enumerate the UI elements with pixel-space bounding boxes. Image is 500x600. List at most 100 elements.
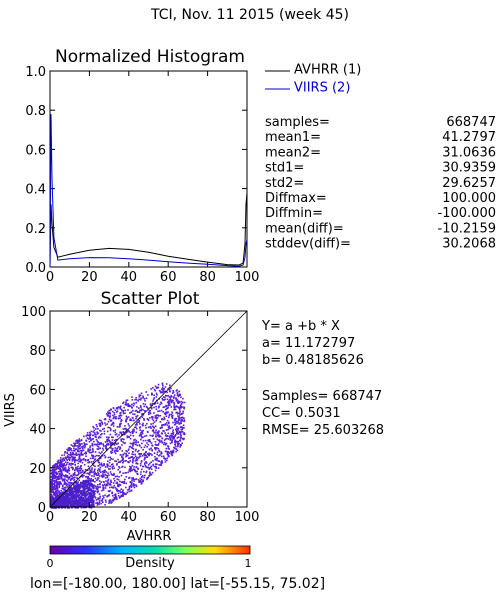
scatter-point: [132, 442, 134, 445]
scatter-point: [105, 447, 107, 450]
scatter-point: [63, 502, 66, 505]
scatter-point: [139, 433, 141, 436]
scatter-point: [115, 417, 117, 420]
scatter-point: [161, 424, 164, 427]
scatter-point: [87, 488, 90, 490]
scatter-point: [60, 496, 63, 498]
scatter-point: [95, 502, 97, 504]
colorbar-gradient: [49, 545, 251, 555]
scatter-point: [53, 474, 55, 476]
scatter-point: [182, 417, 185, 419]
scatter-point: [176, 394, 179, 397]
scatter-point: [183, 401, 186, 404]
scatter-point: [177, 420, 179, 422]
scatter-point: [142, 403, 145, 405]
scatter-point: [123, 452, 126, 455]
scatter-point: [92, 492, 95, 495]
scatter-point: [175, 448, 178, 450]
scatter-point: [76, 469, 79, 472]
scatter-point: [67, 461, 69, 464]
scatter-point: [104, 422, 106, 424]
scatter-point: [108, 490, 110, 493]
scatter-point: [136, 414, 139, 417]
stat-value: 29.6257: [442, 176, 496, 191]
scatter-point: [77, 500, 79, 502]
scatter-point: [81, 450, 84, 452]
scatter-point: [125, 399, 128, 402]
scatter-point: [73, 461, 76, 463]
scatter-point: [137, 467, 139, 470]
scatter-point: [154, 469, 157, 472]
scatter-point: [85, 483, 88, 486]
scatter-point: [114, 433, 117, 436]
scatter-point: [77, 449, 79, 451]
scatter-point: [176, 413, 179, 415]
scatter-point: [138, 435, 141, 437]
scatter-point: [129, 481, 132, 483]
scatter-point: [163, 430, 165, 432]
scatter-point: [74, 490, 76, 493]
scatter-point: [113, 496, 115, 499]
scatter-point: [90, 504, 92, 506]
scatter-point: [56, 477, 59, 479]
scatter-point: [174, 417, 176, 420]
scatter-point: [96, 425, 98, 428]
scatter-point: [146, 478, 148, 481]
histogram-ytick-label: 0.8: [25, 104, 46, 119]
scatter-point: [129, 442, 132, 445]
scatter-point: [167, 438, 170, 440]
scatter-point: [163, 388, 165, 390]
scatter-point: [114, 442, 116, 444]
scatter-point: [82, 482, 84, 485]
scatter-point: [89, 431, 91, 434]
scatter-point: [132, 453, 135, 456]
scatter-point: [116, 482, 119, 484]
scatter-point: [96, 433, 99, 435]
scatter-point: [120, 411, 122, 414]
scatter-point: [79, 486, 82, 489]
scatter-point: [149, 448, 151, 451]
scatter-point: [135, 478, 138, 480]
scatter-point: [94, 472, 97, 475]
scatter-point: [93, 461, 95, 464]
scatter-point: [50, 469, 52, 472]
scatter-point: [108, 474, 110, 476]
scatter-point: [154, 425, 157, 428]
scatter-point: [119, 446, 121, 448]
scatter-point: [170, 453, 173, 455]
scatter-point: [86, 485, 89, 488]
scatter-point: [51, 499, 53, 502]
scatter-point: [139, 455, 142, 458]
scatter-point: [106, 440, 109, 443]
scatter-point: [91, 442, 94, 445]
scatter-point: [113, 439, 116, 442]
scatter-point: [169, 439, 172, 441]
scatter-point: [109, 413, 112, 415]
scatter-point: [158, 450, 161, 453]
scatter-point: [64, 489, 66, 491]
scatter-point: [152, 438, 155, 440]
scatter-point: [64, 494, 67, 497]
scatter-point: [122, 453, 125, 456]
scatter-point: [122, 489, 124, 491]
scatter-point: [99, 422, 101, 425]
region-footer: lon=[-180.00, 180.00] lat=[-55.15, 75.02…: [30, 576, 325, 592]
scatter-point: [174, 435, 176, 437]
scatter-point: [172, 414, 174, 417]
scatter-point: [153, 452, 156, 454]
scatter-point: [125, 420, 127, 423]
scatter-point: [82, 445, 84, 448]
scatter-point: [112, 425, 115, 427]
scatter-point: [168, 422, 170, 425]
scatter-point: [168, 401, 171, 403]
scatter-point: [160, 388, 163, 390]
scatter-point: [86, 493, 89, 496]
scatter-point: [85, 485, 87, 487]
scatter-point: [172, 449, 175, 452]
scatter-point: [127, 454, 129, 457]
scatter-point: [96, 478, 99, 481]
scatter-point: [165, 434, 167, 436]
scatter-point: [151, 445, 154, 447]
scatter-point: [68, 472, 71, 475]
scatter-point: [96, 485, 99, 488]
